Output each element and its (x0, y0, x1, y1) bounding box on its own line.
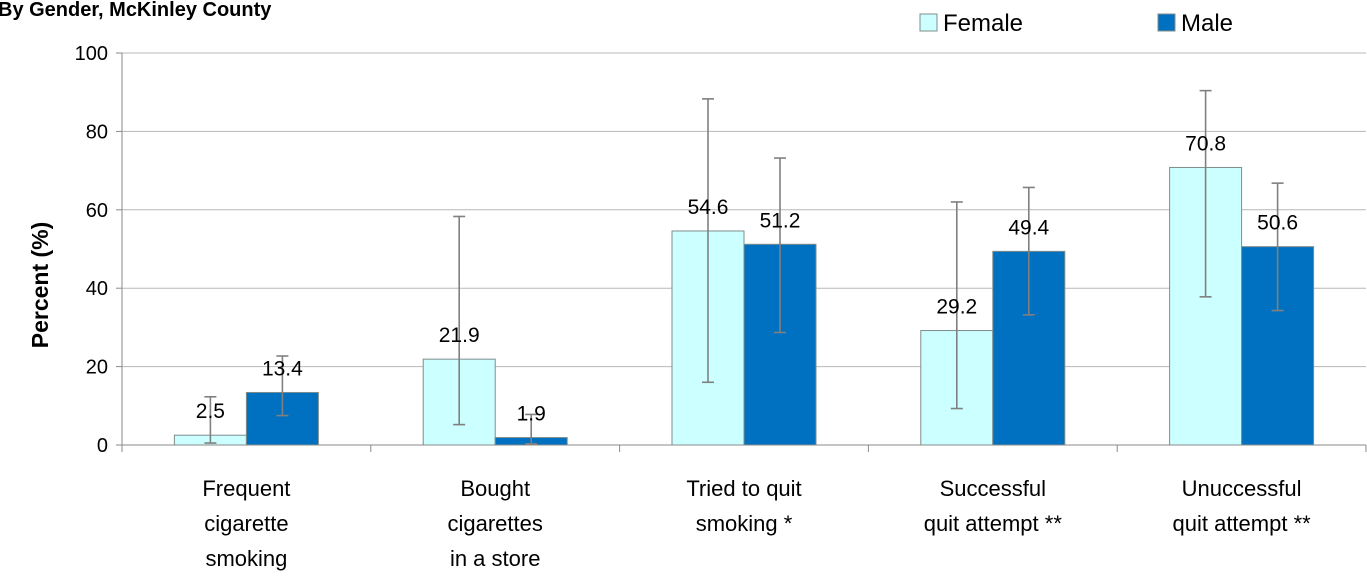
y-tick-label: 60 (86, 200, 108, 222)
chart-title: By Gender, McKinley County (0, 0, 272, 21)
data-label: 1.9 (517, 403, 546, 426)
y-axis-ticks: 0 20 40 60 80 100 (75, 43, 122, 457)
category-label: Tried to quit smoking * (686, 476, 801, 536)
data-label: 49.4 (1008, 216, 1049, 239)
data-label: 51.2 (760, 209, 801, 232)
bars (173, 166, 1315, 446)
error-bars (204, 89, 1284, 445)
category-label: Frequent cigarette smoking (202, 476, 290, 571)
gridlines (122, 52, 1366, 368)
category-label: Unuccessful quit attempt ** (1173, 476, 1312, 536)
y-tick-label: 100 (75, 43, 108, 65)
category-labels: Frequent cigarette smoking Bought cigarettes… (202, 476, 1311, 571)
legend: Female Male (919, 10, 1233, 37)
data-label: 2.5 (196, 400, 225, 423)
legend-swatch (919, 13, 938, 32)
x-axis (121, 53, 1367, 452)
y-tick-label: 0 (97, 435, 108, 457)
category-label: Bought cigarettes in a store (448, 476, 543, 571)
data-label: 54.6 (688, 196, 729, 219)
legend-label: Female (943, 10, 1023, 37)
legend-label: Male (1181, 10, 1233, 37)
legend-swatch (1157, 13, 1176, 32)
data-label: 21.9 (439, 324, 480, 347)
data-label: 29.2 (936, 296, 977, 319)
y-axis-label: Percent (%) (27, 222, 53, 349)
y-tick-label: 80 (86, 121, 108, 143)
y-tick-label: 40 (86, 278, 108, 300)
data-label: 70.8 (1185, 132, 1226, 155)
data-label: 50.6 (1257, 212, 1298, 235)
data-labels: 2.5 21.9 54.6 29.2 70.8 13.4 1.9 51.2 49.4 50.6 (196, 132, 1298, 425)
data-label: 13.4 (262, 357, 303, 380)
category-label: Successful quit attempt ** (924, 476, 1063, 536)
y-tick-label: 20 (86, 357, 108, 379)
